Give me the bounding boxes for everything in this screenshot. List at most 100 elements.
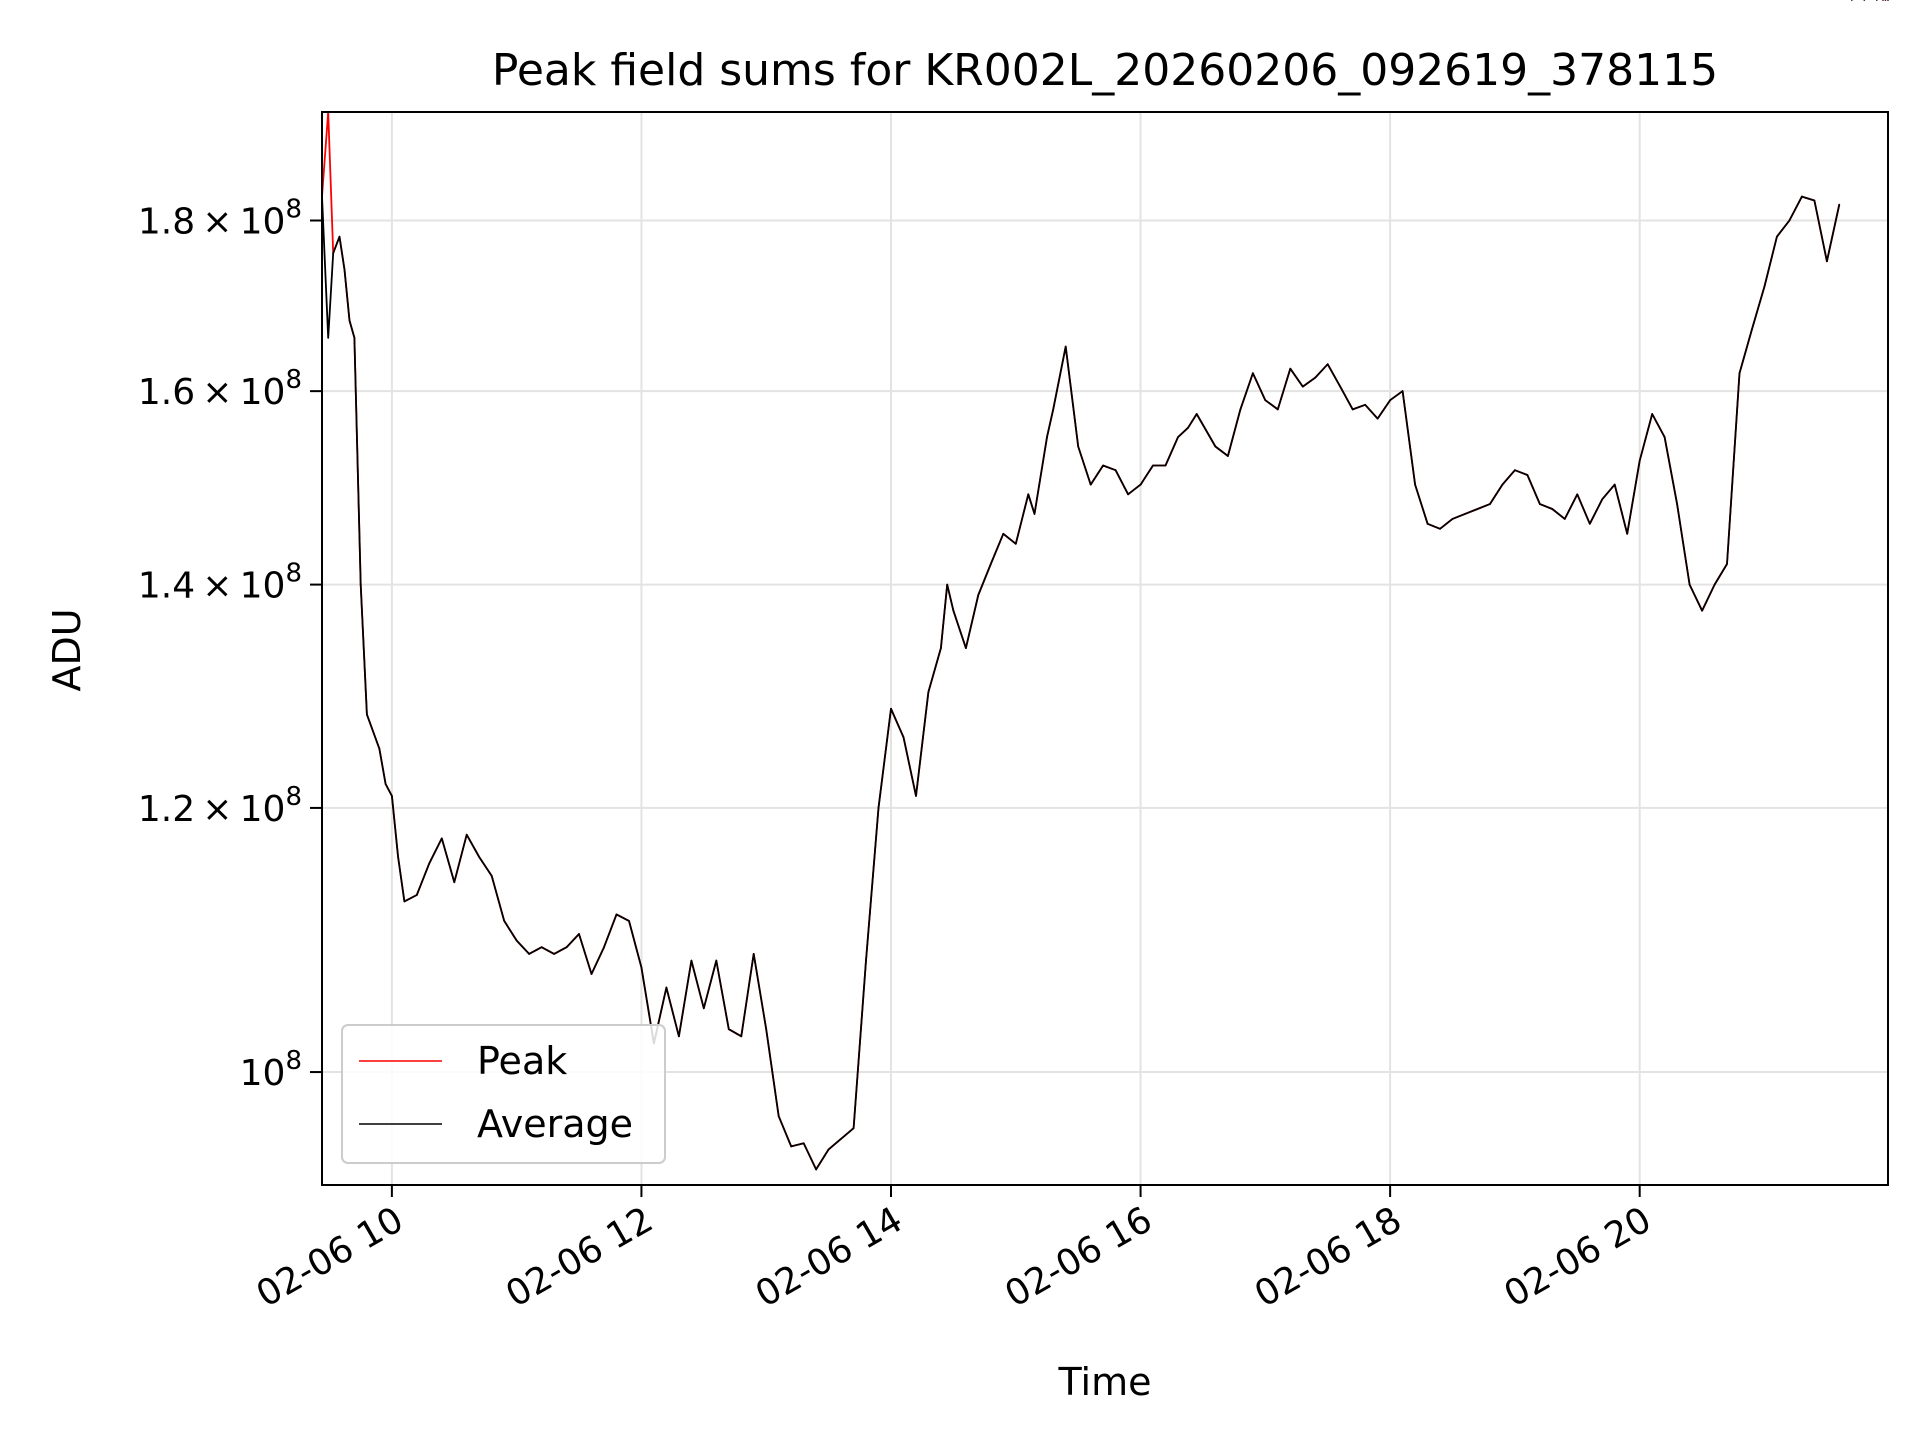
data-point-average <box>1227 455 1229 457</box>
data-point-average <box>1339 385 1341 388</box>
data-point-average <box>1033 513 1036 515</box>
data-point-average <box>703 1007 705 1010</box>
data-point-average <box>1089 483 1092 486</box>
data-point-average <box>1576 493 1579 496</box>
data-point-average <box>540 946 543 948</box>
data-point-average <box>977 594 980 596</box>
data-point-average <box>852 1127 855 1129</box>
data-point-average <box>453 881 456 883</box>
data-point-average <box>1264 399 1267 402</box>
data-point-average <box>1414 483 1416 486</box>
data-point-average <box>1376 417 1379 420</box>
data-point-average <box>565 946 568 948</box>
data-point-average <box>1801 195 1803 198</box>
data-point-average <box>1476 508 1479 510</box>
data-point-average <box>503 920 506 922</box>
data-point-average <box>553 953 555 955</box>
data-point-average <box>384 783 387 785</box>
data-point-average <box>765 1028 767 1030</box>
data-point-average <box>1501 483 1504 486</box>
data-point-average <box>1651 413 1653 415</box>
data-point-average <box>1364 404 1366 406</box>
data-point-average <box>690 959 693 962</box>
data-point-average <box>1464 513 1466 515</box>
data-point-average <box>1514 469 1516 472</box>
data-point-average <box>628 920 630 922</box>
data-point-average <box>478 856 481 858</box>
data-point-average <box>615 913 618 916</box>
data-point-average <box>338 235 341 238</box>
data-point-average <box>865 959 867 962</box>
legend-label-average: Average <box>477 1102 633 1146</box>
data-point-average <box>802 1142 805 1145</box>
data-point-average <box>1564 518 1566 520</box>
data-point-average <box>790 1145 792 1148</box>
data-point-average <box>1127 493 1129 496</box>
data-point-average <box>952 609 955 612</box>
data-point-average <box>1077 445 1079 448</box>
data-point-average <box>1701 609 1703 612</box>
data-point-average <box>397 856 399 858</box>
data-point-average <box>1887 0 1889 1</box>
data-point-average <box>1239 408 1242 411</box>
data-point-average <box>1351 408 1354 411</box>
data-point-average <box>1102 464 1104 467</box>
data-point-average <box>343 268 346 271</box>
data-point-average <box>428 862 431 865</box>
y-tick-label: 1.2 × 108 <box>138 782 302 830</box>
data-point-average <box>416 894 418 896</box>
data-point-average <box>366 713 368 716</box>
data-point-average <box>515 939 518 942</box>
data-point-average <box>1601 498 1604 501</box>
data-point-average <box>640 966 643 969</box>
data-point-average <box>1187 427 1189 429</box>
data-point-average <box>391 795 393 797</box>
data-point-average <box>1676 503 1678 505</box>
data-point-average <box>678 1035 680 1038</box>
data-point-average <box>590 973 593 975</box>
data-point-average <box>1738 372 1741 375</box>
y-tick-label: 1.6 × 108 <box>138 365 302 413</box>
data-point-average <box>715 959 718 962</box>
data-point-average <box>1426 523 1429 525</box>
data-point-average <box>1277 408 1279 411</box>
y-tick-label: 108 <box>240 1046 302 1094</box>
data-point-average <box>752 953 755 955</box>
data-point-average <box>359 583 362 586</box>
data-point-average <box>1838 203 1841 206</box>
axes-frame <box>321 111 1889 1186</box>
data-point-average <box>1302 385 1304 388</box>
data-point-average <box>1876 0 1878 1</box>
data-point-average <box>1214 445 1217 448</box>
data-point-average <box>927 691 930 693</box>
data-point-average <box>1252 372 1254 375</box>
data-point-average <box>1314 376 1317 379</box>
data-point-average <box>332 252 335 254</box>
data-point-average <box>1726 563 1728 565</box>
data-point-average <box>665 986 668 989</box>
data-point-average <box>1713 583 1716 586</box>
data-point-average <box>1027 493 1030 496</box>
data-point-average <box>1882 0 1884 1</box>
data-point-average <box>1451 518 1454 520</box>
data-point-average <box>1046 436 1048 438</box>
y-tick-label: 1.8 × 108 <box>138 195 302 243</box>
data-point-average <box>1788 219 1791 222</box>
data-point-average <box>603 946 605 948</box>
data-point-average <box>1015 543 1017 545</box>
data-point-average <box>1195 413 1198 415</box>
data-point-average <box>1826 260 1828 263</box>
data-point-average <box>1401 390 1404 392</box>
data-point-average <box>578 933 580 935</box>
data-point-average <box>441 837 443 840</box>
data-point-average <box>740 1035 743 1038</box>
data-point-average <box>777 1115 780 1117</box>
data-point-average <box>840 1138 842 1140</box>
data-point-average <box>348 319 351 322</box>
data-point-average <box>1776 235 1778 238</box>
data-point-average <box>1289 367 1292 370</box>
data-point-average <box>1851 0 1853 1</box>
data-point-average <box>1863 0 1866 1</box>
data-point-average <box>353 337 356 339</box>
